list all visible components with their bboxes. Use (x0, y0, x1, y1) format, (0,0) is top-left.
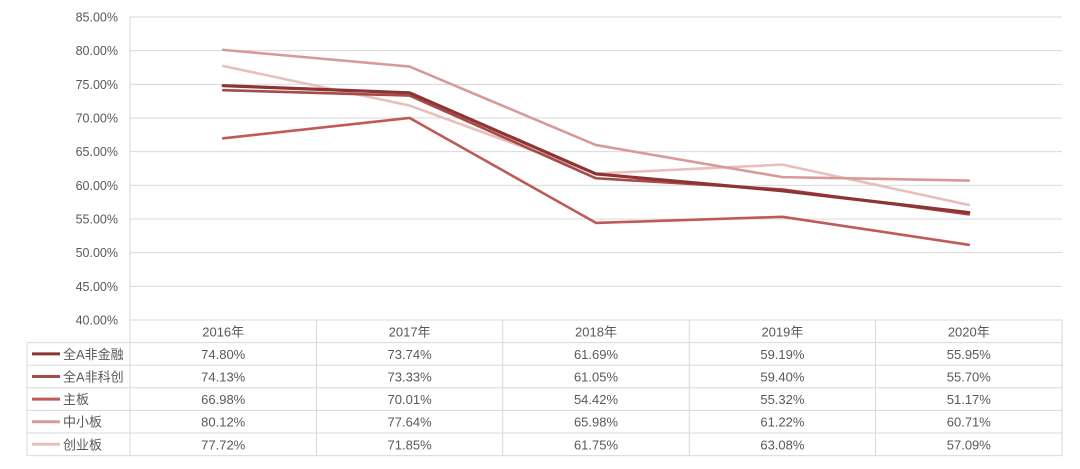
legend-label: 主板 (63, 392, 89, 407)
legend-label: 全A非金融 (63, 347, 124, 362)
data-table-cell: 54.42% (574, 392, 619, 407)
data-table-cell: 57.09% (947, 437, 992, 452)
data-table-cell: 77.72% (201, 437, 246, 452)
data-table-cell: 55.32% (760, 392, 805, 407)
data-table-cell: 61.75% (574, 437, 619, 452)
series-line-5 (221, 64, 971, 207)
legend-label: 全A非科创 (63, 370, 124, 385)
y-tick-label: 65.00% (76, 145, 118, 159)
data-table-cell: 77.64% (388, 415, 433, 430)
x-category-label: 2016年 (202, 324, 244, 339)
data-table-cell: 65.98% (574, 415, 619, 430)
data-table-cell: 74.13% (201, 370, 246, 385)
y-tick-label: 80.00% (76, 44, 118, 58)
y-tick-label: 40.00% (76, 314, 118, 328)
y-tick-label: 85.00% (76, 11, 118, 25)
data-table-cell: 61.05% (574, 370, 619, 385)
data-table-cell: 63.08% (760, 437, 805, 452)
data-table-cell: 59.19% (760, 347, 805, 362)
data-table-cell: 66.98% (201, 392, 246, 407)
series-line-3 (221, 116, 971, 247)
data-table-cell: 61.69% (574, 347, 619, 362)
data-table-cell: 71.85% (388, 437, 433, 452)
legend-label: 中小板 (63, 415, 102, 430)
legend-label: 创业板 (63, 437, 102, 452)
y-tick-label: 50.00% (76, 246, 118, 260)
x-category-label: 2018年 (575, 324, 617, 339)
data-table-cell: 73.33% (388, 370, 433, 385)
data-table-cell: 61.22% (760, 415, 805, 430)
data-table-cell: 55.70% (947, 370, 992, 385)
series-line-2 (221, 88, 971, 216)
x-category-label: 2019年 (761, 324, 803, 339)
data-table-cell: 51.17% (947, 392, 992, 407)
x-category-label: 2020年 (948, 324, 990, 339)
data-table-cell: 73.74% (388, 347, 433, 362)
y-tick-label: 60.00% (76, 179, 118, 193)
data-table-cell: 70.01% (388, 392, 433, 407)
y-tick-label: 75.00% (76, 78, 118, 92)
y-tick-label: 70.00% (76, 112, 118, 126)
x-category-label: 2017年 (389, 324, 431, 339)
data-table-cell: 60.71% (947, 415, 992, 430)
y-tick-label: 45.00% (76, 280, 118, 294)
data-table-cell: 80.12% (201, 415, 246, 430)
y-tick-label: 55.00% (76, 213, 118, 227)
series-line-1 (221, 84, 971, 215)
data-table-cell: 74.80% (201, 347, 246, 362)
series-line-4 (221, 48, 971, 182)
data-table-cell: 55.95% (947, 347, 992, 362)
data-table-cell: 59.40% (760, 370, 805, 385)
